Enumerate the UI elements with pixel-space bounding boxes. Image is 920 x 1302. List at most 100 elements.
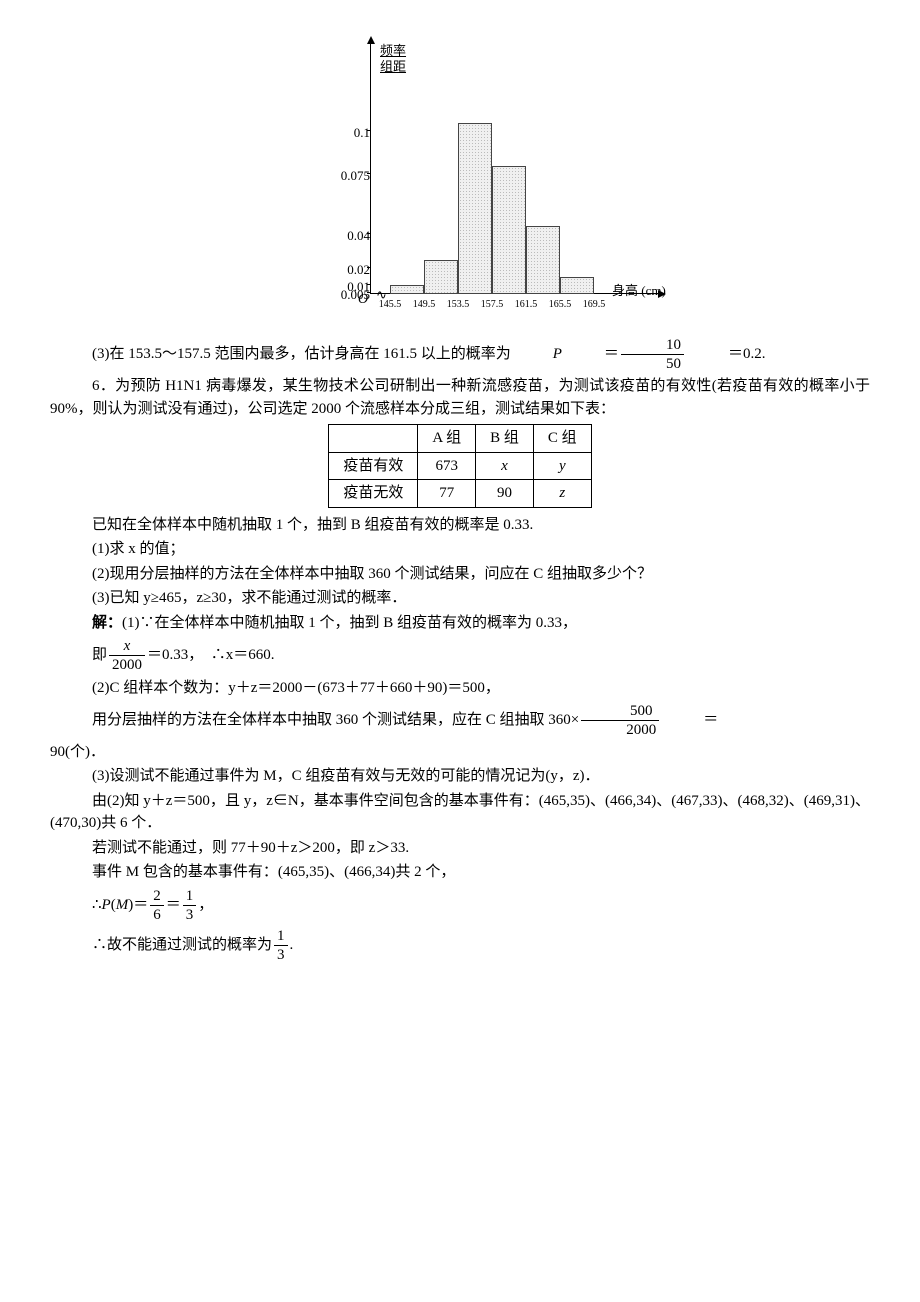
table-cell: z — [533, 480, 591, 508]
y-axis-title-l1: 频率 — [380, 43, 406, 58]
solution-3f-post: . — [290, 934, 294, 957]
y-tick — [367, 130, 370, 131]
answer-3-tail: ＝0.2. — [686, 343, 766, 366]
table-header-b: B 组 — [476, 425, 534, 453]
solution-3f-pre: ∴故不能通过测试的概率为 — [92, 934, 272, 957]
solution-1a: 解：(1)∵在全体样本中随机抽取 1 个，抽到 B 组疫苗有效的概率为 0.33… — [50, 612, 870, 635]
table-cell: 77 — [418, 480, 476, 508]
known-condition: 已知在全体样本中随机抽取 1 个，抽到 B 组疫苗有效的概率是 0.33. — [50, 514, 870, 537]
solution-3e-mid: ＝ — [166, 894, 181, 917]
solution-2a-text: (2)C 组样本个数为：y＋z＝2000－(673＋77＋660＋90)＝500… — [92, 680, 500, 696]
x-tick-label: 165.5 — [549, 297, 572, 312]
fraction-10-50: 10 50 — [621, 336, 684, 373]
y-tick — [367, 173, 370, 174]
solution-3b-text: 由(2)知 y＋z＝500，且 y，z∈N，基本事件空间包含的基本事件有：(46… — [50, 793, 870, 832]
histogram-bar — [560, 277, 594, 294]
y-axis-line — [370, 42, 371, 294]
results-table: A 组 B 组 C 组 疫苗有效 673 x y 疫苗无效 77 90 z — [328, 424, 591, 508]
histogram-bar — [390, 285, 424, 294]
fraction-num: x — [109, 637, 145, 656]
fraction-num: 1 — [183, 887, 197, 906]
variable-p: P — [511, 343, 562, 366]
solution-3e-pre: ∴P(M)＝ — [92, 894, 148, 917]
solution-1b-post: ＝0.33， ∴x＝660. — [147, 644, 275, 667]
fraction-2-6: 2 6 — [150, 887, 164, 924]
table-cell: 疫苗有效 — [329, 452, 418, 480]
table-row: 疫苗有效 673 x y — [329, 452, 591, 480]
solution-3c: 若测试不能通过，则 77＋90＋z＞200，即 z＞33. — [50, 837, 870, 860]
table-cell: 673 — [418, 452, 476, 480]
fraction-num: 500 — [581, 702, 659, 721]
solution-3f: ∴故不能通过测试的概率为 1 3 . — [50, 927, 870, 964]
fraction-den: 2000 — [109, 656, 145, 674]
histogram-chart: 频率组距 0.005 0.01 0.02 0.04 0.075 0.1 145.… — [50, 40, 870, 330]
question-3-text: (3)已知 y≥465，z≥30，求不能通过测试的概率． — [92, 590, 406, 606]
table-cell: 疫苗无效 — [329, 480, 418, 508]
fraction-den: 2000 — [581, 721, 659, 739]
solution-3d: 事件 M 包含的基本事件有：(465,35)、(466,34)共 2 个， — [50, 861, 870, 884]
solution-2b-pre: 用分层抽样的方法在全体样本中抽取 360 个测试结果，应在 C 组抽取 360× — [50, 709, 579, 732]
solution-1b: 即 x 2000 ＝0.33， ∴x＝660. — [50, 637, 870, 674]
variable-x: x — [501, 458, 508, 474]
solution-2a: (2)C 组样本个数为：y＋z＝2000－(673＋77＋660＋90)＝500… — [50, 677, 870, 700]
fraction-den: 3 — [274, 946, 288, 964]
question-1: (1)求 x 的值； — [50, 538, 870, 561]
y-tick-label: 0.04 — [347, 226, 370, 246]
solution-3a: (3)设测试不能通过事件为 M，C 组疫苗有效与无效的可能的情况记为(y，z)． — [50, 765, 870, 788]
solution-label: 解： — [92, 615, 122, 631]
axis-break-mark: ∿ — [376, 285, 387, 305]
solution-3e-post: ， — [198, 894, 213, 917]
table-header-a: A 组 — [418, 425, 476, 453]
problem-6-intro-text: 6．为预防 H1N1 病毒爆发，某生物技术公司研制出一种新流感疫苗，为测试该疫苗… — [50, 378, 870, 417]
fraction-den: 6 — [150, 906, 164, 924]
question-1-text: (1)求 x 的值； — [92, 541, 185, 557]
table-cell: x — [476, 452, 534, 480]
solution-2b-post: ＝ — [661, 709, 718, 732]
fraction-1-3: 1 3 — [183, 887, 197, 924]
fraction-num: 2 — [150, 887, 164, 906]
fraction-x-2000: x 2000 — [109, 637, 145, 674]
table-row: A 组 B 组 C 组 — [329, 425, 591, 453]
fraction-1-3b: 1 3 — [274, 927, 288, 964]
problem-6-intro: 6．为预防 H1N1 病毒爆发，某生物技术公司研制出一种新流感疫苗，为测试该疫苗… — [50, 375, 870, 420]
table-header-c: C 组 — [533, 425, 591, 453]
solution-1b-pre: 即 — [92, 644, 107, 667]
solution-3c-text: 若测试不能通过，则 77＋90＋z＞200，即 z＞33. — [92, 840, 409, 856]
variable-y: y — [559, 458, 566, 474]
histogram-bar — [526, 226, 560, 294]
question-3: (3)已知 y≥465，z≥30，求不能通过测试的概率． — [50, 587, 870, 610]
table-cell: 90 — [476, 480, 534, 508]
solution-3b: 由(2)知 y＋z＝500，且 y，z∈N，基本事件空间包含的基本事件有：(46… — [50, 790, 870, 835]
y-tick-label: 0.02 — [347, 260, 370, 280]
y-tick — [367, 267, 370, 268]
solution-3a-text: (3)设测试不能通过事件为 M，C 组疫苗有效与无效的可能的情况记为(y，z)． — [92, 768, 599, 784]
solution-3e: ∴P(M)＝ 2 6 ＝ 1 3 ， — [50, 887, 870, 924]
y-axis-title-l2: 组距 — [380, 59, 406, 74]
fraction-num: 1 — [274, 927, 288, 946]
x-tick-label: 169.5 — [583, 297, 606, 312]
fraction-500-2000: 500 2000 — [581, 702, 659, 739]
x-axis-title: 身高 (cm) — [612, 281, 666, 301]
y-tick-label: 0.075 — [341, 166, 370, 186]
solution-1a-text: (1)∵在全体样本中随机抽取 1 个，抽到 B 组疫苗有效的概率为 0.33， — [122, 615, 577, 631]
solution-2b: 用分层抽样的方法在全体样本中抽取 360 个测试结果，应在 C 组抽取 360×… — [50, 702, 870, 739]
solution-2c: 90(个)． — [50, 741, 870, 764]
table-cell: y — [533, 452, 591, 480]
origin-label: O — [358, 289, 368, 310]
answer-3-text: (3)在 153.5～157.5 范围内最多，估计身高在 161.5 以上的概率… — [50, 336, 870, 373]
histogram-bar — [424, 260, 458, 294]
histogram-bar — [458, 123, 492, 294]
question-2: (2)现用分层抽样的方法在全体样本中抽取 360 个测试结果，问应在 C 组抽取… — [50, 563, 870, 586]
x-tick-label: 149.5 — [413, 297, 436, 312]
x-tick-label: 161.5 — [515, 297, 538, 312]
x-tick-label: 153.5 — [447, 297, 470, 312]
x-tick-label: 157.5 — [481, 297, 504, 312]
y-tick-label: 0.1 — [354, 123, 370, 143]
table-row: 疫苗无效 77 90 z — [329, 480, 591, 508]
y-axis-title: 频率组距 — [380, 43, 406, 74]
equals-sign: ＝ — [562, 343, 619, 366]
y-tick — [367, 284, 370, 285]
table-header-blank — [329, 425, 418, 453]
fraction-den: 50 — [621, 355, 684, 373]
answer-3-prefix: (3)在 153.5～157.5 范围内最多，估计身高在 161.5 以上的概率… — [50, 343, 511, 366]
